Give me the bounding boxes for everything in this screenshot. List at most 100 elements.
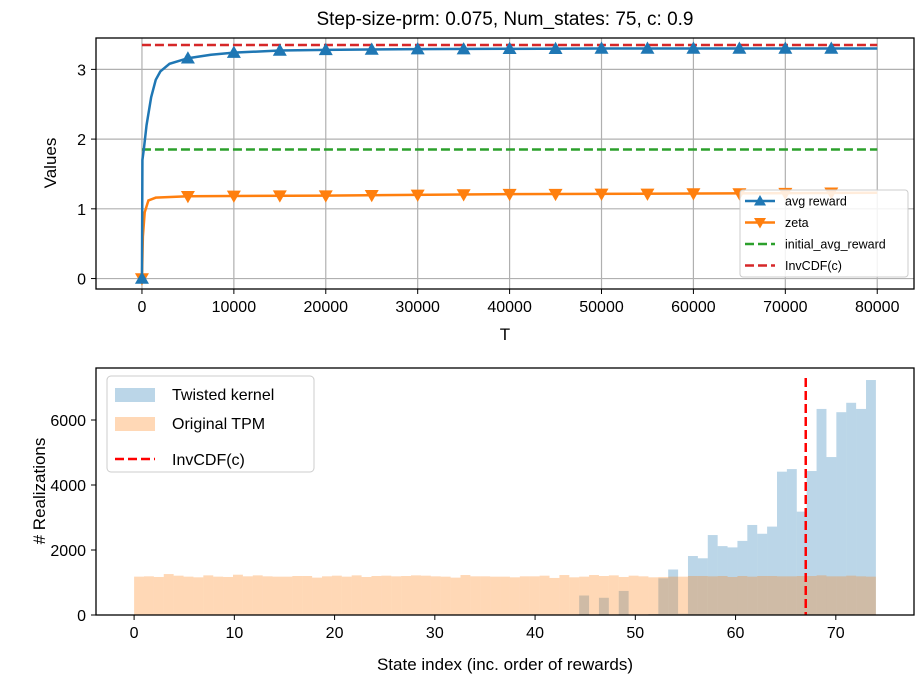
- original-tpm-bar: [836, 576, 847, 615]
- top-y-axis-label: Values: [41, 138, 60, 189]
- original-tpm-bar: [381, 575, 392, 615]
- original-tpm-bar: [223, 576, 234, 615]
- twisted-kernel-bar: [776, 471, 787, 615]
- top-legend: avg reward zeta initial_avg_reward InvCDF(c…: [739, 189, 909, 278]
- original-tpm-bar: [618, 576, 629, 615]
- twisted-kernel-bar: [767, 526, 777, 615]
- original-tpm-bar: [470, 576, 481, 615]
- bottom-x-tick-label: 70: [827, 625, 845, 642]
- marker-avg-reward: [456, 42, 471, 55]
- original-tpm-bar: [767, 576, 777, 615]
- twisted-kernel-bar: [717, 546, 728, 615]
- marker-zeta: [502, 188, 517, 202]
- top-legend-box: [739, 189, 909, 278]
- original-tpm-bar: [786, 576, 797, 615]
- original-tpm-bar: [598, 576, 609, 615]
- original-tpm-bar: [737, 576, 748, 615]
- original-tpm-bar: [628, 575, 639, 615]
- original-tpm-bar: [717, 576, 728, 615]
- twisted-kernel-bar: [678, 613, 688, 615]
- top-x-tick-label: 70000: [763, 299, 808, 316]
- top-y-tick-label: 3: [77, 62, 86, 79]
- marker-zeta: [410, 189, 425, 202]
- bottom-y-tick-label: 0: [77, 608, 86, 625]
- original-tpm-bar: [539, 575, 550, 615]
- original-tpm-bar: [648, 577, 659, 615]
- bottom-legend: Twisted kernel Original TPM InvCDF(c): [106, 375, 315, 473]
- bottom-axes-frame: [95, 367, 915, 616]
- original-tpm-bar: [391, 576, 402, 615]
- original-tpm-bar: [747, 576, 758, 615]
- original-tpm-bar: [697, 576, 708, 615]
- marker-zeta: [318, 190, 333, 203]
- marker-avg-reward: [410, 42, 425, 55]
- marker-zeta: [548, 188, 563, 202]
- top-x-tick-label: 40000: [487, 299, 532, 316]
- twisted-kernel-bar: [727, 547, 738, 615]
- original-tpm-bar: [460, 575, 471, 615]
- legend-label-initial-avg-reward: initial_avg_reward: [785, 238, 886, 252]
- original-tpm-bar: [500, 576, 510, 615]
- original-tpm-bar: [727, 576, 738, 615]
- original-tpm-bar: [302, 576, 313, 615]
- bottom-y-axis-label: # Realizations: [30, 438, 49, 545]
- twisted-kernel-bar: [737, 540, 748, 615]
- top-x-tick-label: 50000: [579, 299, 624, 316]
- original-tpm-bar: [549, 577, 560, 615]
- original-tpm-bar: [559, 575, 570, 615]
- original-tpm-bar: [866, 576, 876, 615]
- top-x-axis-label: T: [500, 325, 510, 344]
- original-tpm-bar: [134, 576, 144, 615]
- top-x-tick-label: 0: [138, 299, 147, 316]
- original-tpm-bar: [282, 576, 293, 615]
- original-tpm-bar: [262, 576, 273, 615]
- legend-label-invcdf: InvCDF(c): [172, 452, 245, 469]
- marker-zeta: [272, 190, 287, 203]
- bottom-histogram-chart: 0 10 20 30 40 50 60 70 0 2000 4000 6000 State index…: [30, 367, 915, 674]
- original-tpm-bar: [242, 576, 253, 615]
- top-ticks: 0 10000 20000 30000 40000 50000 60000 70000 8000…: [77, 62, 899, 316]
- original-tpm-bar: [331, 575, 342, 615]
- original-tpm-bar: [183, 576, 194, 615]
- bottom-x-tick-label: 20: [326, 625, 344, 642]
- original-tpm-bar: [203, 575, 214, 615]
- original-tpm-bar: [213, 576, 224, 615]
- twisted-kernel-bar: [866, 380, 876, 615]
- top-y-tick-label: 0: [77, 272, 86, 289]
- marker-zeta: [594, 188, 609, 201]
- top-y-tick-label: 1: [77, 202, 86, 219]
- bottom-legend-box: [106, 375, 315, 473]
- marker-avg-reward: [778, 41, 793, 54]
- original-tpm-bar: [658, 576, 669, 615]
- legend-marker-zeta: [754, 218, 766, 229]
- bottom-x-tick-label: 40: [526, 625, 544, 642]
- marker-avg-reward: [548, 41, 563, 55]
- original-tpm-bar: [401, 576, 412, 615]
- top-chart-title: Step-size-prm: 0.075, Num_states: 75, c:…: [316, 9, 693, 30]
- legend-label-zeta: zeta: [785, 216, 809, 230]
- twisted-kernel-bar: [836, 412, 847, 615]
- top-x-tick-label: 20000: [304, 299, 349, 316]
- bottom-x-tick-label: 60: [727, 625, 745, 642]
- bottom-x-tick-label: 0: [130, 625, 139, 642]
- top-x-tick-label: 80000: [855, 299, 900, 316]
- top-series: [134, 41, 878, 286]
- legend-marker-avg-reward: [754, 195, 766, 206]
- original-tpm-bar: [440, 576, 451, 615]
- original-tpm-bar: [579, 576, 590, 615]
- marker-zeta: [456, 189, 471, 202]
- top-x-tick-label: 10000: [212, 299, 257, 316]
- original-tpm-bar: [816, 575, 827, 615]
- original-tpm-bar: [411, 575, 421, 615]
- twisted-kernel-bar: [707, 535, 718, 615]
- original-tpm-bar: [707, 576, 718, 615]
- original-tpm-bar: [341, 576, 352, 615]
- original-tpm-bar: [490, 576, 501, 615]
- original-tpm-bar: [509, 577, 520, 615]
- bottom-y-tick-label: 4000: [50, 478, 86, 495]
- twisted-kernel-bar: [816, 408, 827, 615]
- twisted-kernel-bar: [598, 597, 609, 615]
- original-tpm-bar: [687, 576, 698, 615]
- twisted-kernel-bar: [846, 402, 857, 615]
